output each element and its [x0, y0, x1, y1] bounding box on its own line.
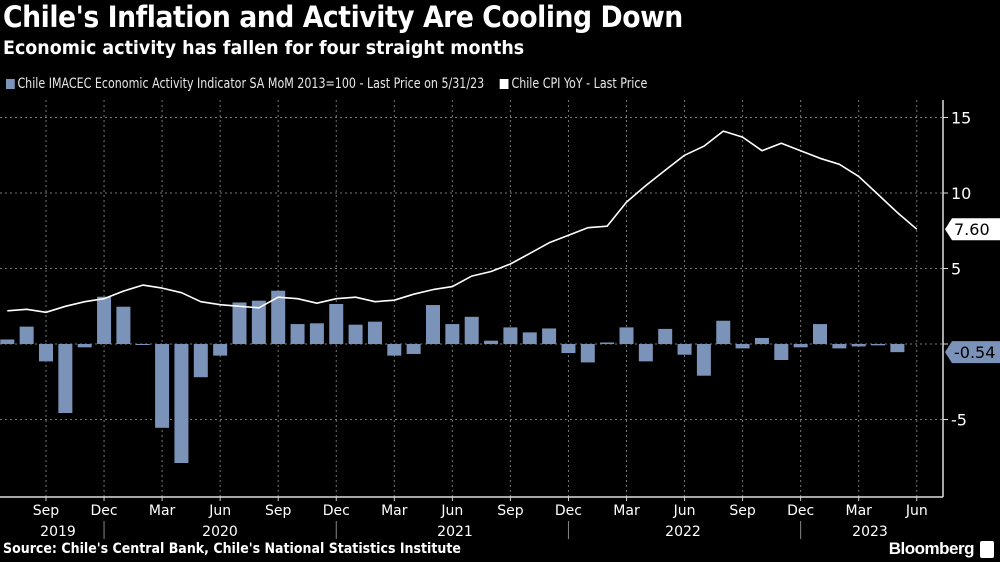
bar-imacec [116, 306, 131, 344]
bar-imacec [716, 320, 731, 344]
bar-imacec [367, 321, 382, 344]
bar-imacec [232, 302, 247, 344]
legend-swatch-cpi [500, 79, 509, 89]
bar-imacec [406, 344, 421, 354]
bar-imacec [464, 316, 479, 344]
bar-imacec [426, 305, 440, 344]
bar-imacec [580, 344, 595, 363]
bar-imacec [135, 344, 150, 345]
legend-label-cpi: Chile CPI YoY - Last Price [511, 76, 648, 92]
bar-imacec [19, 326, 34, 344]
bar-imacec [813, 324, 827, 344]
x-tick-label: Dec [91, 503, 118, 519]
bar-imacec [754, 337, 769, 344]
bar-imacec [155, 344, 170, 428]
x-tick-label: Sep [729, 503, 756, 519]
bar-imacec [271, 290, 286, 344]
bar-imacec [696, 344, 711, 376]
bar-imacec [890, 344, 905, 353]
bloomberg-logo: Bloomberg [888, 539, 975, 558]
bar-imacec [174, 344, 189, 463]
bar-imacec [387, 344, 402, 356]
bar-imacec [77, 344, 92, 348]
bar-imacec [213, 344, 228, 356]
bar-imacec [735, 344, 750, 349]
bar-imacec [619, 327, 634, 344]
y-tick-label: 15 [951, 109, 971, 128]
bloomberg-terminal-icon [980, 541, 994, 558]
bar-imacec [542, 328, 557, 344]
chart-plot: Sep Dec Mar Jun Sep Dec Mar Jun Sep Dec Mar Jun Sep D… [0, 100, 1000, 540]
last-value-label-imacec-bg [945, 341, 1000, 364]
legend-item-imacec: Chile IMACEC Economic Activity Indicator… [6, 76, 484, 92]
bar-imacec [0, 339, 15, 344]
x-tick-label: Mar [845, 503, 872, 519]
year-label: 2021 [437, 524, 473, 540]
x-tick-label: Mar [381, 503, 408, 519]
chart-subtitle: Economic activity has fallen for four st… [3, 37, 525, 59]
last-value-label-cpi-bg [945, 218, 1000, 241]
x-tick-label: Jun [905, 503, 928, 519]
x-tick-label: Jun [440, 503, 463, 519]
year-label: 2022 [665, 524, 701, 540]
x-tick-label: Sep [33, 503, 60, 519]
x-tick-label: Dec [555, 503, 582, 519]
x-tick-label: Dec [787, 503, 814, 519]
line-cpi [7, 130, 918, 314]
last-value-label-imacec: -0.54 [954, 343, 995, 362]
bar-imacec [677, 344, 692, 355]
bar-imacec [832, 344, 847, 349]
bar-imacec [658, 328, 673, 344]
bar-imacec [638, 344, 653, 362]
bar-imacec [793, 344, 808, 348]
bar-imacec [600, 342, 615, 344]
x-tick-label: Jun [673, 503, 696, 519]
chart-title: Chile's Inflation and Activity Are Cooli… [3, 0, 683, 34]
last-value-label-cpi: 7.60 [954, 220, 990, 239]
legend-swatch-imacec [6, 79, 15, 89]
x-tick-label: Mar [613, 503, 640, 519]
source-note: Source: Chile's Central Bank, Chile's Na… [3, 541, 461, 557]
bar-imacec [58, 344, 73, 414]
x-tick-label: Mar [149, 503, 176, 519]
legend-label-imacec: Chile IMACEC Economic Activity Indicator… [17, 76, 485, 92]
bar-imacec [329, 303, 344, 344]
y-tick-label: -5 [951, 411, 967, 430]
year-label: 2023 [852, 524, 888, 540]
bar-imacec [503, 327, 518, 344]
bar-imacec [774, 344, 789, 361]
x-tick-label: Dec [323, 503, 350, 519]
bar-imacec [871, 344, 886, 346]
bar-imacec [851, 344, 866, 347]
y-tick-label: 10 [951, 184, 971, 203]
bar-imacec [445, 324, 460, 344]
x-tick-label: Sep [265, 503, 292, 519]
year-label: 2019 [40, 524, 76, 540]
bar-imacec [290, 324, 305, 344]
bar-imacec [348, 324, 363, 344]
year-label: 2020 [202, 524, 238, 540]
bar-imacec [193, 344, 208, 378]
bar-imacec [97, 296, 112, 344]
bar-imacec [484, 340, 499, 344]
bar-imacec [309, 323, 324, 344]
bar-imacec [561, 344, 576, 354]
y-tick-label: 5 [951, 260, 961, 279]
bar-imacec [251, 300, 266, 344]
legend-item-cpi: Chile CPI YoY - Last Price [500, 76, 647, 92]
bar-imacec [39, 344, 53, 362]
x-tick-label: Jun [208, 503, 231, 519]
legend: Chile IMACEC Economic Activity Indicator… [6, 76, 660, 92]
x-tick-label: Sep [497, 503, 524, 519]
bar-imacec [522, 332, 537, 344]
